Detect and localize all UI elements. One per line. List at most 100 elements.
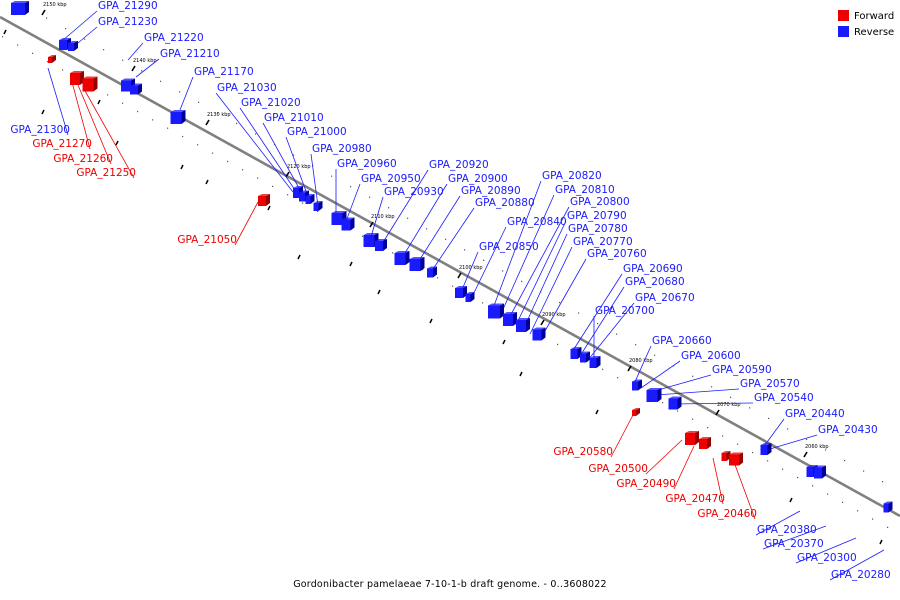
- gene-features[interactable]: [11, 1, 893, 513]
- gene-label-gpa-20960[interactable]: GPA_20960: [337, 158, 397, 170]
- gene-label-gpa-20700[interactable]: GPA_20700: [595, 305, 655, 317]
- gene-label-gpa-20540[interactable]: GPA_20540: [754, 392, 814, 404]
- reverse-gene-block[interactable]: [409, 257, 425, 271]
- gene-label-gpa-20500[interactable]: GPA_20500: [588, 463, 648, 475]
- gene-label-gpa-21020[interactable]: GPA_21020: [241, 97, 301, 109]
- gene-label-gpa-20980[interactable]: GPA_20980: [312, 143, 372, 155]
- gene-label-gpa-20590[interactable]: GPA_20590: [712, 364, 772, 376]
- reverse-gene-block[interactable]: [130, 83, 142, 95]
- reverse-gene-block[interactable]: [668, 396, 682, 410]
- reverse-gene-block[interactable]: [760, 443, 772, 455]
- reverse-gene-block[interactable]: [375, 239, 387, 251]
- reverse-gene-block[interactable]: [516, 318, 530, 332]
- forward-gene-block[interactable]: [258, 194, 270, 206]
- reverse-gene-block[interactable]: [11, 1, 29, 15]
- gene-label-gpa-20760[interactable]: GPA_20760: [587, 248, 647, 260]
- reverse-gene-block[interactable]: [394, 251, 410, 265]
- tick-mark: [803, 451, 808, 458]
- gene-label-gpa-20880[interactable]: GPA_20880: [475, 197, 535, 209]
- gene-label-gpa-20850[interactable]: GPA_20850: [479, 241, 539, 253]
- gene-block-face: [427, 268, 433, 278]
- gene-label-gpa-20900[interactable]: GPA_20900: [448, 173, 508, 185]
- reverse-gene-block[interactable]: [341, 217, 355, 231]
- reverse-gene-block[interactable]: [68, 41, 78, 51]
- forward-gene-block[interactable]: [729, 452, 743, 466]
- reverse-gene-block[interactable]: [532, 327, 546, 341]
- gene-label-gpa-20460[interactable]: GPA_20460: [697, 508, 757, 520]
- gene-label-gpa-20670[interactable]: GPA_20670: [635, 292, 695, 304]
- forward-gene-block[interactable]: [82, 76, 98, 92]
- gene-block-face: [363, 235, 375, 247]
- forward-gene-block[interactable]: [48, 55, 56, 63]
- reverse-gene-block[interactable]: [632, 379, 642, 391]
- gene-label-gpa-21300[interactable]: GPA_21300: [10, 124, 70, 136]
- reverse-gene-block[interactable]: [589, 356, 601, 368]
- gene-label-gpa-21030[interactable]: GPA_21030: [217, 82, 277, 94]
- reverse-gene-block[interactable]: [465, 292, 475, 302]
- gene-block-side: [695, 431, 699, 445]
- gene-label-gpa-20780[interactable]: GPA_20780: [568, 223, 628, 235]
- sequence-dot: [212, 152, 214, 154]
- gene-label-gpa-21220[interactable]: GPA_21220: [144, 32, 204, 44]
- reverse-gene-block[interactable]: [883, 501, 893, 513]
- leader-line: [712, 457, 724, 505]
- gene-label-gpa-20600[interactable]: GPA_20600: [681, 350, 741, 362]
- gene-label-gpa-20660[interactable]: GPA_20660: [652, 335, 712, 347]
- reverse-gene-block[interactable]: [488, 303, 504, 319]
- sequence-dot: [797, 476, 799, 479]
- gene-block-face: [130, 85, 138, 95]
- gene-label-gpa-20580[interactable]: GPA_20580: [553, 446, 613, 458]
- gene-label-gpa-21270[interactable]: GPA_21270: [32, 138, 92, 150]
- reverse-gene-block[interactable]: [455, 286, 467, 298]
- reverse-gene-block[interactable]: [814, 465, 826, 479]
- tick-label: 2130 kbp: [207, 112, 231, 118]
- gene-label-gpa-20570[interactable]: GPA_20570: [740, 378, 800, 390]
- sequence-dot: [768, 417, 770, 420]
- gene-label-gpa-20920[interactable]: GPA_20920: [429, 159, 489, 171]
- gene-label-gpa-21230[interactable]: GPA_21230: [98, 16, 158, 28]
- reverse-gene-block[interactable]: [646, 388, 662, 402]
- gene-label-gpa-21250[interactable]: GPA_21250: [76, 167, 136, 179]
- gene-label-gpa-21290[interactable]: GPA_21290: [98, 0, 158, 12]
- forward-gene-block[interactable]: [699, 437, 711, 449]
- gene-label-gpa-20370[interactable]: GPA_20370: [764, 538, 824, 550]
- gene-label-gpa-20430[interactable]: GPA_20430: [818, 424, 878, 436]
- reverse-gene-block[interactable]: [313, 201, 323, 211]
- gene-label-gpa-20820[interactable]: GPA_20820: [542, 170, 602, 182]
- gene-label-gpa-20300[interactable]: GPA_20300: [797, 552, 857, 564]
- gene-label-gpa-20950[interactable]: GPA_20950: [361, 173, 421, 185]
- forward-gene-block[interactable]: [632, 408, 640, 416]
- gene-label-gpa-20470[interactable]: GPA_20470: [665, 493, 725, 505]
- gene-label-gpa-20840[interactable]: GPA_20840: [507, 216, 567, 228]
- gene-label-gpa-21000[interactable]: GPA_21000: [287, 126, 347, 138]
- forward-gene-block[interactable]: [685, 431, 699, 445]
- gene-block-top: [48, 55, 56, 57]
- gene-labels[interactable]: GPA_21290 GPA_21230 GPA_21220 GPA_21210 GPA_…: [10, 0, 890, 581]
- reverse-gene-block[interactable]: [503, 312, 517, 326]
- reverse-gene-block[interactable]: [570, 347, 582, 359]
- feature-dash: [789, 497, 793, 503]
- gene-label-gpa-21260[interactable]: GPA_21260: [53, 153, 113, 165]
- gene-label-gpa-20440[interactable]: GPA_20440: [785, 408, 845, 420]
- gene-label-gpa-21010[interactable]: GPA_21010: [264, 112, 324, 124]
- gene-label-gpa-20380[interactable]: GPA_20380: [757, 524, 817, 536]
- forward-gene-block[interactable]: [70, 71, 84, 85]
- gene-label-gpa-20800[interactable]: GPA_20800: [570, 196, 630, 208]
- reverse-gene-block[interactable]: [427, 266, 437, 278]
- reverse-gene-block[interactable]: [170, 110, 186, 124]
- gene-label-gpa-20690[interactable]: GPA_20690: [623, 263, 683, 275]
- reverse-gene-block[interactable]: [580, 351, 590, 363]
- gene-label-gpa-20790[interactable]: GPA_20790: [567, 210, 627, 222]
- reverse-gene-block[interactable]: [305, 194, 315, 204]
- gene-label-gpa-21050[interactable]: GPA_21050: [177, 234, 237, 246]
- gene-label-gpa-20890[interactable]: GPA_20890: [461, 185, 521, 197]
- gene-label-gpa-20770[interactable]: GPA_20770: [573, 236, 633, 248]
- gene-label-gpa-20810[interactable]: GPA_20810: [555, 184, 615, 196]
- gene-label-gpa-20930[interactable]: GPA_20930: [384, 186, 444, 198]
- gene-label-gpa-21210[interactable]: GPA_21210: [160, 48, 220, 60]
- leader-line: [795, 537, 857, 564]
- gene-label-gpa-20280[interactable]: GPA_20280: [831, 569, 891, 581]
- gene-label-gpa-21170[interactable]: GPA_21170: [194, 66, 254, 78]
- gene-label-gpa-20490[interactable]: GPA_20490: [616, 478, 676, 490]
- gene-label-gpa-20680[interactable]: GPA_20680: [625, 276, 685, 288]
